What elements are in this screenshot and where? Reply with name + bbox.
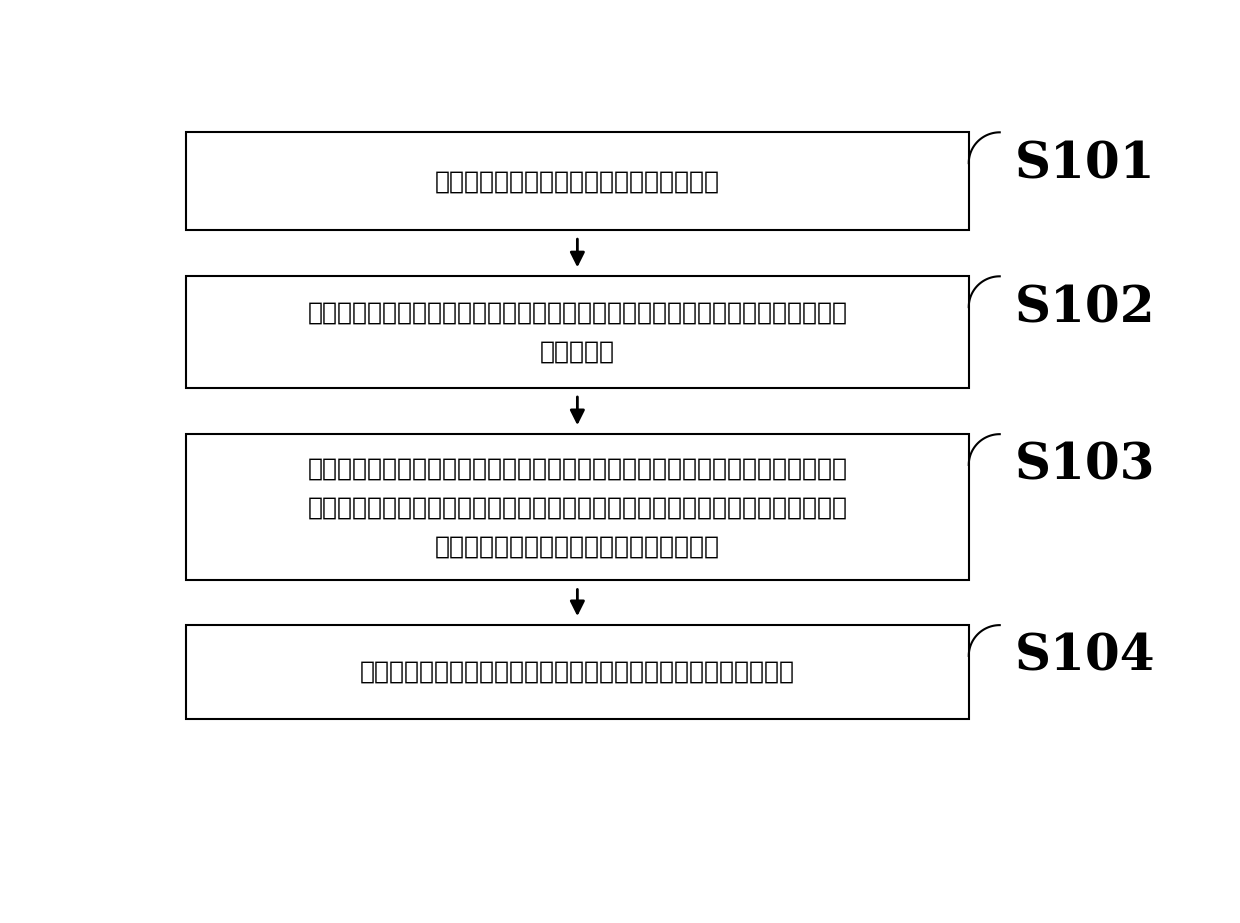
Text: 通过显示器显示试剂信息、药光信号、光子数据、化合物浓度信息: 通过显示器显示试剂信息、药光信号、光子数据、化合物浓度信息 [360,660,795,684]
Text: S103: S103 [1016,442,1156,491]
Text: 采集实验试剂，进行样品编号，并对试剂进行药光标记，利用激发光源激发样品上
的药光信号: 采集实验试剂，进行样品编号，并对试剂进行药光标记，利用激发光源激发样品上 的药光… [308,301,847,364]
Bar [186,434,968,581]
Text: S104: S104 [1016,633,1156,682]
Text: 首先，为全自动药光免疫分析系统进行供电: 首先，为全自动药光免疫分析系统进行供电 [435,169,720,193]
Text: S102: S102 [1016,284,1156,333]
Bar [186,276,968,388]
Text: S101: S101 [1016,140,1156,189]
Bar [186,132,968,230]
Bar [186,625,968,719]
Text: 利用光学检测器检测样品上产生的药光信号计算光子数，并通过光子数时间扩展曲
线的某个特定区间进行积分以及非线性最小二乘拟合，分别获得药光强度和药光寿
命；并利用层: 利用光学检测器检测样品上产生的药光信号计算光子数，并通过光子数时间扩展曲 线的某… [308,456,847,558]
